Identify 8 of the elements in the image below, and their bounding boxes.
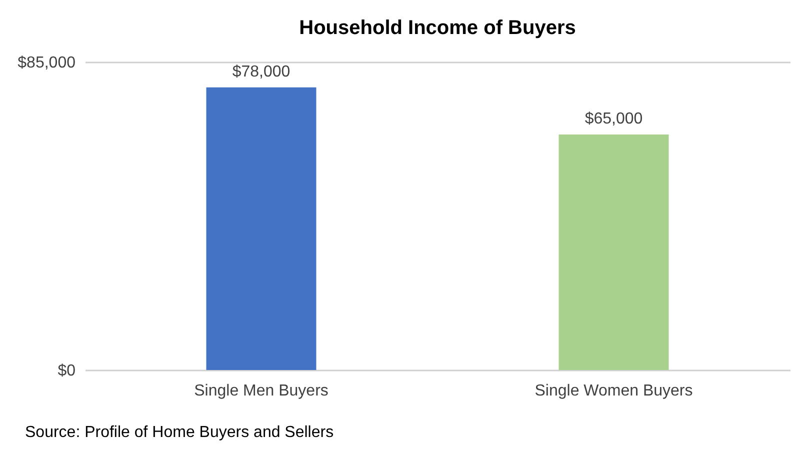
y-tick-label: $85,000 xyxy=(18,54,76,72)
x-tick-label: Single Men Buyers xyxy=(194,382,328,400)
x-tick-label: Single Women Buyers xyxy=(534,382,693,400)
y-tick-label: $0 xyxy=(58,362,76,380)
data-label: $78,000 xyxy=(232,63,290,80)
chart-title: Household Income of Buyers xyxy=(299,17,576,39)
source-note: Source: Profile of Home Buyers and Sellers xyxy=(25,424,334,441)
data-label: $65,000 xyxy=(584,110,643,128)
